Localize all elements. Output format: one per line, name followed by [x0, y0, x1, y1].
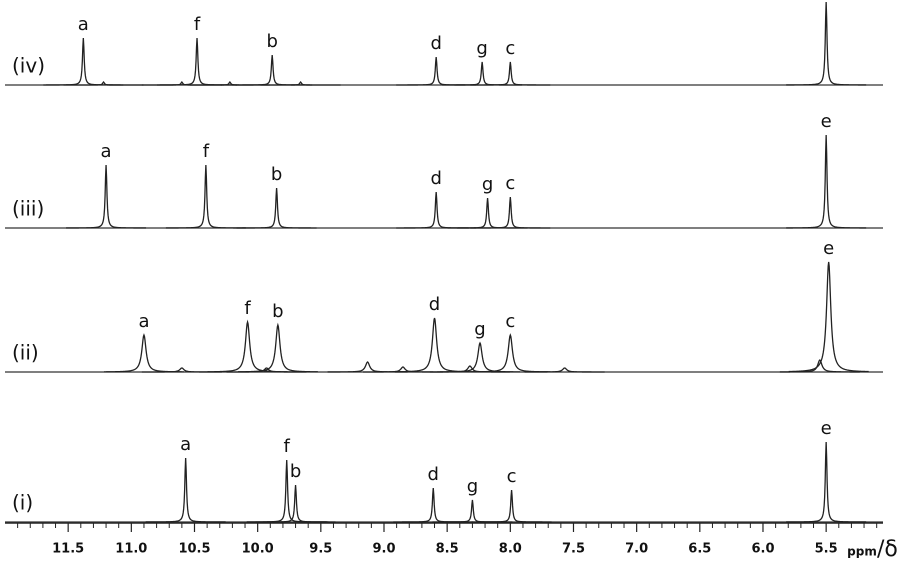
peak	[43, 37, 124, 86]
peak	[396, 191, 477, 229]
x-tick-label: 6.5	[688, 542, 711, 557]
peak	[786, 1, 867, 86]
x-tick-label: 8.5	[436, 542, 459, 557]
peak-label: d	[429, 294, 440, 315]
peak	[396, 56, 477, 86]
peak	[246, 459, 327, 523]
peak-label: f	[284, 436, 291, 457]
peak	[255, 484, 336, 523]
peak	[327, 361, 408, 373]
peak	[393, 487, 474, 523]
spectrum-name: (i)	[12, 491, 33, 515]
peak-label: g	[467, 476, 478, 497]
peak	[447, 197, 528, 229]
x-tick-label: 5.5	[815, 542, 838, 557]
peak-label: e	[821, 111, 832, 132]
x-tick-label: 9.5	[309, 542, 332, 557]
peak-label: g	[474, 319, 485, 340]
x-tick-label: 7.5	[562, 542, 585, 557]
peak	[103, 333, 184, 373]
x-tick-label: 11.5	[52, 542, 84, 557]
x-tick-label: 6.0	[751, 542, 774, 557]
peak-label: a	[78, 14, 89, 35]
peak	[786, 441, 867, 523]
peak-label: c	[505, 311, 515, 332]
peak-label: g	[476, 38, 487, 59]
peak-label: a	[138, 311, 149, 332]
peak	[362, 366, 443, 373]
x-tick-label: 11.0	[115, 542, 147, 557]
peak-label: c	[505, 38, 515, 59]
peak-label: f	[194, 14, 201, 35]
peak-label: d	[430, 33, 441, 54]
peak	[157, 37, 238, 86]
peak	[232, 54, 313, 86]
peak	[237, 322, 318, 373]
peak-label: c	[505, 173, 515, 194]
peak-label: f	[244, 298, 251, 319]
peak-label: d	[428, 464, 439, 485]
x-tick-label: 10.5	[178, 542, 210, 557]
peak	[145, 457, 226, 523]
peak	[432, 499, 513, 523]
x-tick-label: 8.0	[499, 542, 522, 557]
peak	[470, 196, 551, 229]
peak	[66, 164, 147, 229]
spectrum-name: (ii)	[12, 341, 39, 365]
peak-label: a	[101, 141, 112, 162]
peak	[260, 80, 341, 86]
x-tick-label: 9.0	[372, 542, 395, 557]
x-axis-symbol: /δ	[877, 537, 898, 562]
peak-label: b	[290, 461, 301, 482]
peak-label: a	[180, 434, 191, 455]
x-tick-label: 10.0	[242, 542, 274, 557]
peak-label: b	[272, 301, 283, 322]
spectrum-name: (iv)	[12, 54, 45, 78]
x-tick-label: 7.0	[625, 542, 648, 557]
x-axis-unit: ppm	[847, 545, 877, 559]
peak	[236, 187, 317, 229]
peak	[470, 61, 551, 86]
peak	[786, 134, 867, 229]
peak-label: b	[266, 31, 277, 52]
peak	[471, 489, 552, 523]
peak	[524, 367, 605, 373]
peak-label: b	[271, 164, 282, 185]
peak	[440, 341, 520, 373]
peak-label: c	[507, 466, 517, 487]
peak	[788, 261, 869, 373]
peak-label: e	[821, 418, 832, 439]
peak-label: e	[823, 238, 834, 259]
peak-label: d	[430, 168, 441, 189]
peak	[165, 164, 246, 229]
peak-label: g	[482, 174, 493, 195]
peak-label: f	[203, 141, 210, 162]
peak	[394, 317, 475, 373]
peak	[63, 80, 144, 86]
spectrum-name: (iii)	[12, 197, 44, 221]
peak	[442, 61, 523, 86]
